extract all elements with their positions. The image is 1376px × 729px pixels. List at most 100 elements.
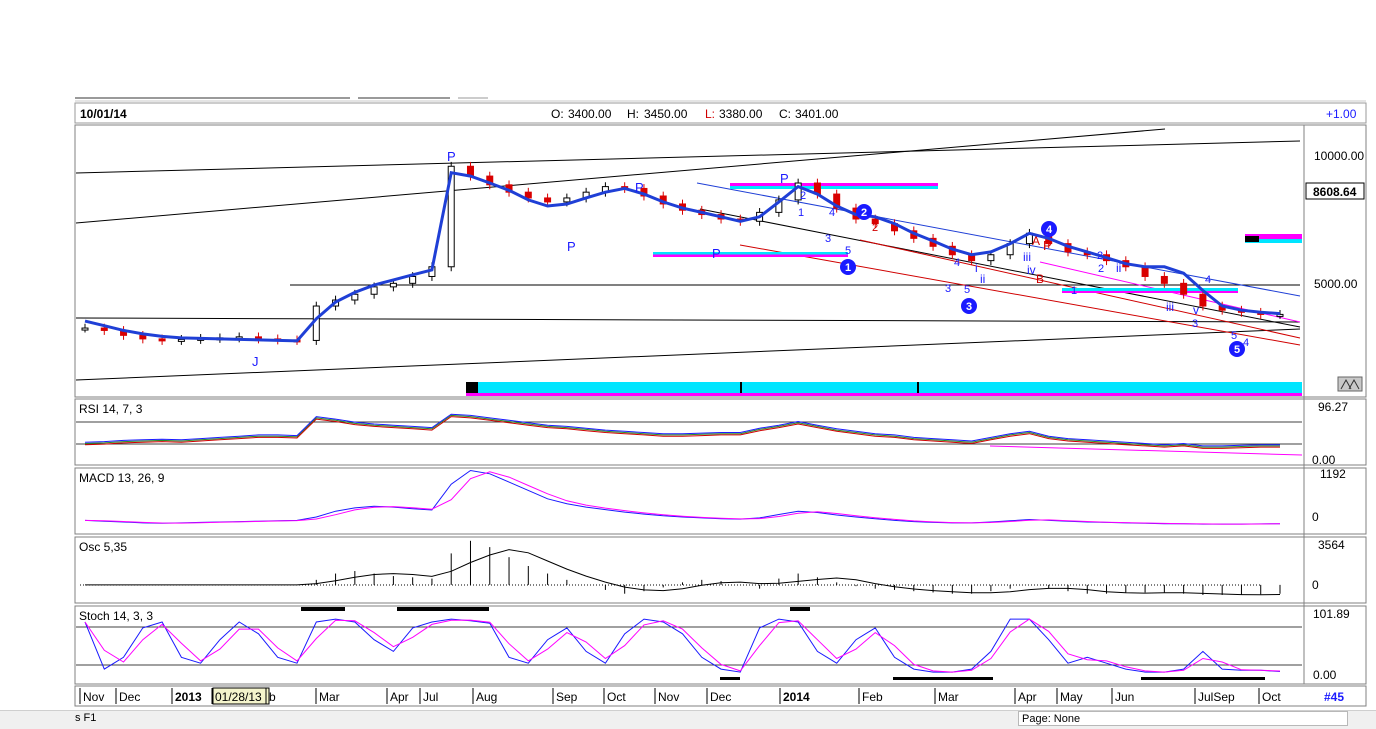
wave-label: 2 [800, 190, 806, 202]
osc-tick: 3564 [1318, 538, 1345, 552]
toolbar-remnant [75, 97, 1366, 102]
low-value: 3380.00 [719, 107, 763, 121]
wave-label: 3 [1192, 318, 1198, 330]
wave-circle-label: 5 [1234, 344, 1240, 356]
macd-title: MACD 13, 26, 9 [79, 471, 165, 485]
status-page-field: Page: None [1018, 711, 1348, 726]
rsi-tick: 96.27 [1318, 400, 1348, 414]
date-tick-label: Dec [710, 690, 731, 704]
date-tick-label: JulSep [1198, 690, 1235, 704]
wave-label: P [567, 239, 576, 254]
wave-label: 5 [964, 284, 970, 296]
candle-body [1199, 293, 1207, 307]
date-tick-label: 01/28/13 [215, 690, 262, 704]
candle-body [794, 182, 802, 201]
wave-label: ii [1116, 261, 1121, 275]
wave-label: ii [980, 272, 985, 286]
wave-label: 5 [1231, 330, 1237, 342]
rsi-tick: 0.00 [1312, 453, 1336, 467]
osc-title: Osc 5,35 [79, 540, 127, 554]
wave-label: P [780, 171, 789, 186]
header-date: 10/01/14 [80, 107, 127, 121]
wave-label: 1 [798, 207, 804, 219]
wave-label: 4 [1205, 274, 1211, 286]
date-tick-label: Mar [319, 690, 340, 704]
close-label: C: [779, 107, 791, 121]
date-tick-label: b [269, 690, 276, 704]
candle-body [563, 197, 571, 203]
stoch-title: Stoch 14, 3, 3 [79, 609, 153, 623]
candle-body [544, 197, 552, 203]
wave-label: P [712, 246, 721, 261]
date-tick-label: Oct [607, 690, 626, 704]
wave-label: B [1036, 272, 1044, 286]
candle-body [370, 286, 378, 295]
ohlc-header: 10/01/14 O: 3400.00 H: 3450.00 L: 3380.0… [74, 102, 1367, 124]
price-axis: 10000.00 8608.64 5000.00 [1305, 149, 1365, 392]
wave-label: 4 [1243, 337, 1249, 349]
close-value: 3401.00 [795, 107, 839, 121]
wave-label: 2 [1097, 250, 1103, 262]
open-label: O: [551, 107, 564, 121]
candle-body [987, 254, 995, 262]
macd-tick: 0 [1312, 510, 1319, 524]
candle-body [100, 327, 108, 331]
wave-circles: 1 2 3 4 5 [840, 204, 1245, 357]
open-value: 3400.00 [568, 107, 612, 121]
moving-average-line [84, 170, 1281, 343]
date-tick-label: Apr [390, 690, 409, 704]
date-tick-label: Mar [938, 690, 959, 704]
candle-body [81, 327, 89, 331]
candle-body [139, 334, 147, 340]
date-tick-label: Feb [862, 690, 883, 704]
candle-body [775, 199, 783, 213]
candle-body [177, 338, 185, 342]
price-tick: 10000.00 [1314, 149, 1364, 163]
date-tick-label: 2014 [783, 690, 810, 704]
date-tick-label: 2013 [175, 690, 202, 704]
candle-body [409, 275, 417, 284]
wave-label: 4 [829, 207, 835, 219]
candle-body [1160, 275, 1168, 284]
date-tick-label: Apr [1018, 690, 1037, 704]
wave-label: 3 [945, 283, 951, 295]
wave-label: 4 [954, 257, 960, 269]
wave-label: P [447, 149, 456, 164]
date-tick-label: May [1060, 690, 1083, 704]
status-left-text: s F1 [75, 712, 97, 724]
candle-body [447, 165, 455, 268]
date-tick-label: Jul [423, 690, 438, 704]
oscillator-panel: Osc 5,35 3564 0 [79, 538, 1345, 611]
wave-label: A [1032, 234, 1040, 248]
candle-body [833, 193, 841, 209]
horizontal-bands [653, 183, 1302, 293]
change-value: +1.00 [1326, 107, 1357, 121]
date-tick-label: Dec [119, 690, 140, 704]
stoch-tick: 101.89 [1313, 607, 1350, 621]
candle-body [524, 191, 532, 199]
wave-circle-label: 2 [861, 207, 867, 219]
wave-label: P [635, 180, 644, 195]
candle-body [1276, 313, 1284, 317]
wave-label: 1 [1071, 285, 1077, 297]
wave-label: P [1043, 238, 1052, 253]
date-tick-label: Nov [83, 690, 104, 704]
candle-body [351, 293, 359, 301]
candle-body [1180, 282, 1188, 295]
stochastic-panel: Stoch 14, 3, 3 101.89 0.00 [76, 607, 1350, 682]
wave-circle-label: 4 [1046, 224, 1053, 236]
date-tick-label: Jun [1115, 690, 1134, 704]
wave-label: v [1193, 303, 1199, 317]
wave-label: iv [1027, 263, 1036, 277]
wave-label: J [252, 354, 259, 369]
wave-label: 2 [872, 222, 878, 234]
bottom-cyan-bar [466, 382, 1302, 396]
price-tick: 5000.00 [1314, 277, 1358, 291]
wave-circle-label: 3 [966, 301, 972, 313]
scale-icon[interactable] [1337, 376, 1363, 392]
wave-annotations: P P P P P P J 1 2 3 4 5 2 3 4 5 1 2 3 4 … [252, 149, 1249, 369]
wave-label: i [975, 261, 978, 275]
rsi-panel: RSI 14, 7, 3 96.27 0.00 [76, 400, 1348, 467]
osc-tick: 0 [1312, 578, 1319, 592]
